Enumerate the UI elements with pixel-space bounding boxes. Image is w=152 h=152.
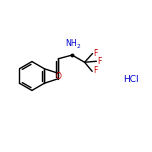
Text: O: O: [56, 72, 62, 81]
Text: F: F: [93, 66, 97, 75]
Text: HCl: HCl: [123, 74, 139, 84]
Text: 2: 2: [76, 43, 80, 48]
Text: NH: NH: [66, 39, 77, 48]
Text: F: F: [97, 57, 102, 66]
Text: F: F: [93, 49, 98, 58]
